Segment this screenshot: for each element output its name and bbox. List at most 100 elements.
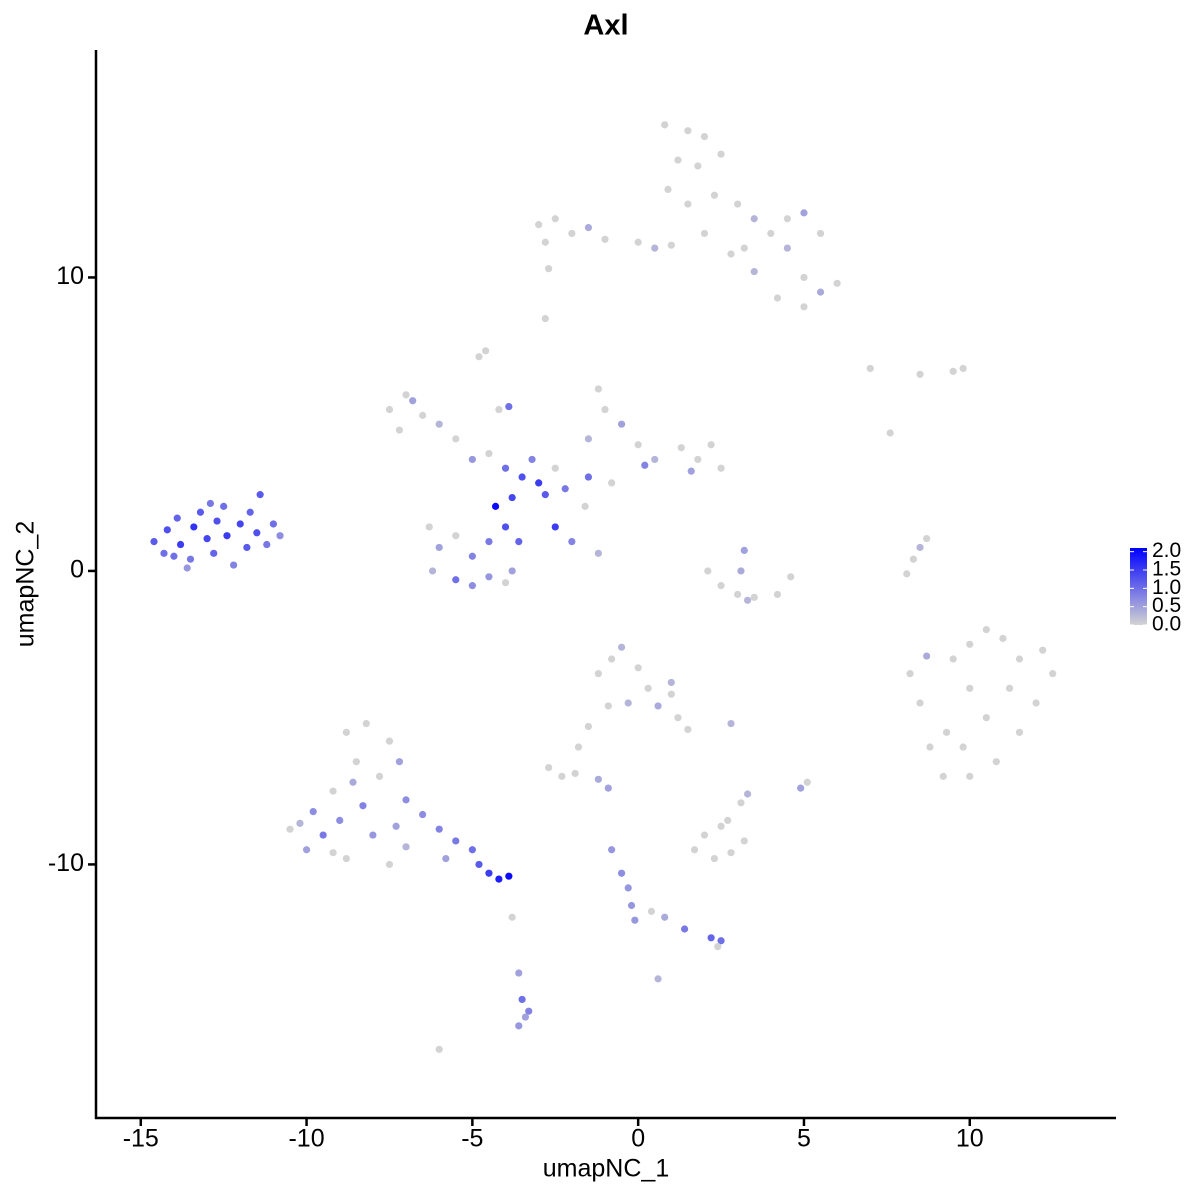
cell-point xyxy=(581,502,589,510)
cell-point xyxy=(717,464,725,472)
y-axis-label: umapNC_2 xyxy=(12,521,40,647)
cell-point xyxy=(243,543,251,552)
cell-point xyxy=(395,426,404,434)
cell-point xyxy=(601,235,609,243)
cell-point xyxy=(634,664,642,672)
cell-point xyxy=(359,802,367,810)
cell-point xyxy=(203,535,211,543)
cell-point xyxy=(866,364,874,373)
cell-point xyxy=(727,250,735,258)
cell-point xyxy=(714,943,722,951)
cell-point xyxy=(627,901,636,910)
cell-point xyxy=(783,244,791,252)
cell-point xyxy=(916,699,924,707)
cell-point xyxy=(906,670,914,678)
cell-point xyxy=(435,825,443,833)
cell-point xyxy=(743,596,752,604)
cell-point xyxy=(700,229,709,238)
cell-point xyxy=(717,937,725,945)
cell-point xyxy=(647,907,656,915)
cell-point xyxy=(541,238,549,246)
cell-point xyxy=(916,370,924,378)
cell-point xyxy=(734,590,742,599)
cell-point xyxy=(558,772,566,780)
cell-point xyxy=(501,579,510,587)
cell-point xyxy=(690,846,699,854)
cell-point xyxy=(190,523,198,531)
cell-point xyxy=(707,934,715,942)
colorbar-label: 2.0 xyxy=(1152,539,1181,562)
cell-point xyxy=(409,397,417,405)
cell-point xyxy=(495,405,503,414)
cell-point xyxy=(1005,684,1014,692)
cell-point xyxy=(286,825,294,833)
cell-point xyxy=(309,807,317,816)
cell-point xyxy=(674,714,682,722)
cell-point xyxy=(684,127,692,135)
cell-point xyxy=(641,461,649,469)
cell-point xyxy=(1015,728,1024,736)
cell-point xyxy=(253,529,261,537)
cell-point xyxy=(654,975,662,983)
cell-point xyxy=(667,678,675,687)
cell-point xyxy=(594,549,602,557)
cell-point xyxy=(263,540,271,549)
cell-point xyxy=(634,238,642,246)
cell-point xyxy=(521,1013,530,1021)
x-tick-label: 0 xyxy=(631,1125,645,1153)
cell-point xyxy=(485,869,493,877)
cell-point xyxy=(687,467,695,475)
cell-point xyxy=(342,854,350,863)
cell-point xyxy=(959,364,967,373)
colorbar-label: 0.5 xyxy=(1152,594,1181,617)
cell-point xyxy=(375,772,384,780)
cell-point xyxy=(468,846,476,854)
cell-point xyxy=(196,508,205,516)
cell-point xyxy=(551,464,559,472)
cell-point xyxy=(515,969,523,977)
cell-point xyxy=(584,722,593,731)
cell-point xyxy=(674,156,682,164)
cell-point xyxy=(740,546,748,554)
cell-point xyxy=(584,435,593,443)
cell-point xyxy=(508,493,516,502)
cell-point xyxy=(1039,646,1047,654)
cell-point xyxy=(342,728,350,736)
cell-point xyxy=(160,549,168,557)
cell-point xyxy=(608,846,616,854)
cell-point xyxy=(528,455,536,464)
cell-point xyxy=(518,473,526,481)
cell-point xyxy=(800,303,808,311)
x-tick-label: -10 xyxy=(288,1125,324,1153)
cell-point xyxy=(491,502,500,510)
cell-point xyxy=(903,570,911,578)
cell-point xyxy=(617,869,626,877)
cell-point xyxy=(349,778,357,786)
cell-point xyxy=(724,816,732,825)
cell-point xyxy=(392,822,400,830)
cell-point xyxy=(296,819,304,827)
cell-point xyxy=(571,769,579,778)
cell-point xyxy=(452,532,460,540)
cell-point xyxy=(949,655,957,663)
cell-point xyxy=(667,690,675,698)
cell-point xyxy=(727,719,735,728)
cell-point xyxy=(684,725,692,734)
cell-point xyxy=(568,229,576,238)
cell-point xyxy=(525,1007,533,1015)
cell-point xyxy=(700,831,709,839)
colorbar-label: 1.5 xyxy=(1152,558,1181,581)
cell-point xyxy=(787,573,795,581)
cell-point xyxy=(236,520,244,528)
cell-point xyxy=(535,479,543,487)
cell-point xyxy=(740,244,748,252)
cell-point xyxy=(631,916,639,924)
cell-point xyxy=(170,552,178,560)
cell-point xyxy=(385,860,394,869)
cell-point xyxy=(329,849,337,857)
cell-point xyxy=(982,714,990,722)
cell-point xyxy=(223,532,231,540)
cell-point xyxy=(727,849,735,857)
cell-point xyxy=(435,420,443,428)
